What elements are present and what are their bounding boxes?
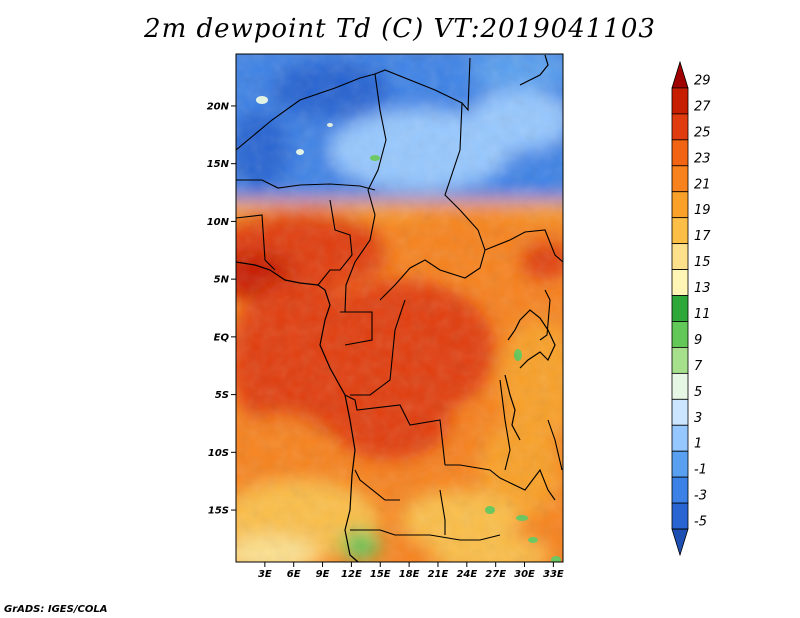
colorbar-swatch (671, 165, 689, 193)
dewpoint-field (236, 54, 563, 562)
lon-tick-label: 12E (341, 569, 362, 580)
colorbar-label: 21 (694, 177, 711, 192)
map-frame (235, 53, 564, 563)
lat-tick-label: 10N (207, 217, 230, 228)
colorbar-swatch (671, 87, 689, 115)
lon-tick-label: 27E (485, 569, 506, 580)
colorbar: 29 27 25 23 21 19 17 15 13 11 9 7 5 3 1 -1 -3 -5 (671, 60, 711, 557)
colorbar-label: -3 (694, 489, 707, 504)
colorbar-label: 27 (694, 99, 711, 114)
colorbar-swatch (671, 398, 689, 426)
lon-tick-label: 9E (316, 569, 330, 580)
colorbar-label: 11 (694, 307, 711, 322)
lat-tick-label: 20N (207, 101, 230, 112)
lat-tick-label: 15S (208, 506, 229, 517)
country-borders (236, 57, 563, 541)
colorbar-swatch (671, 424, 689, 452)
latitude-axis: 20N 15N 10N 5N EQ 5S 10S 15S (207, 101, 236, 517)
colorbar-label: 25 (694, 125, 711, 140)
coastline (236, 54, 556, 562)
map-title: 2m dewpoint Td (C) VT:2019041103 (144, 14, 656, 44)
lon-tick-label: 33E (543, 569, 564, 580)
colorbar-label: -1 (694, 463, 707, 478)
colorbar-swatch (671, 528, 689, 557)
colorbar-swatch (671, 321, 689, 348)
lon-tick-label: 24E (456, 569, 477, 580)
colorbar-label: 5 (694, 385, 702, 400)
colorbar-swatch (671, 502, 689, 530)
grads-credit: GrADS: IGES/COLA (4, 604, 108, 615)
colorbar-swatch (671, 295, 689, 322)
colorbar-swatch (671, 60, 689, 89)
lon-tick-label: 6E (287, 569, 301, 580)
lon-tick-label: 30E (514, 569, 535, 580)
lat-tick-label: 5S (215, 390, 229, 401)
colorbar-label: 1 (694, 437, 702, 452)
colorbar-label: 7 (694, 359, 703, 374)
colorbar-label: 13 (694, 281, 711, 296)
lat-tick-label: 15N (207, 159, 230, 170)
colorbar-swatch (671, 269, 689, 296)
colorbar-swatch (671, 450, 689, 478)
colorbar-label: 17 (694, 229, 711, 244)
longitude-axis: 3E 6E 9E 12E 15E 18E 21E 24E 27E 30E 33E (258, 562, 564, 580)
colorbar-label: 3 (694, 411, 702, 426)
colorbar-label: 15 (694, 255, 711, 270)
lon-tick-label: 15E (370, 569, 391, 580)
colorbar-swatch (671, 217, 689, 245)
lat-tick-label: EQ (214, 332, 230, 343)
colorbar-swatch (671, 139, 689, 167)
colorbar-label: 23 (694, 151, 711, 166)
colorbar-swatch (671, 372, 689, 400)
colorbar-swatch (671, 476, 689, 504)
lon-tick-label: 21E (428, 569, 449, 580)
colorbar-swatch (671, 347, 689, 374)
colorbar-swatch (671, 243, 689, 270)
colorbar-swatch (671, 113, 689, 141)
lon-tick-label: 3E (258, 569, 272, 580)
colorbar-label: 9 (694, 333, 702, 348)
lat-tick-label: 10S (208, 448, 229, 459)
colorbar-swatch (671, 191, 689, 219)
lat-tick-label: 5N (214, 275, 230, 286)
colorbar-label: 29 (694, 73, 711, 88)
colorbar-label: -5 (694, 515, 707, 530)
colorbar-label: 19 (694, 203, 711, 218)
lon-tick-label: 18E (399, 569, 420, 580)
